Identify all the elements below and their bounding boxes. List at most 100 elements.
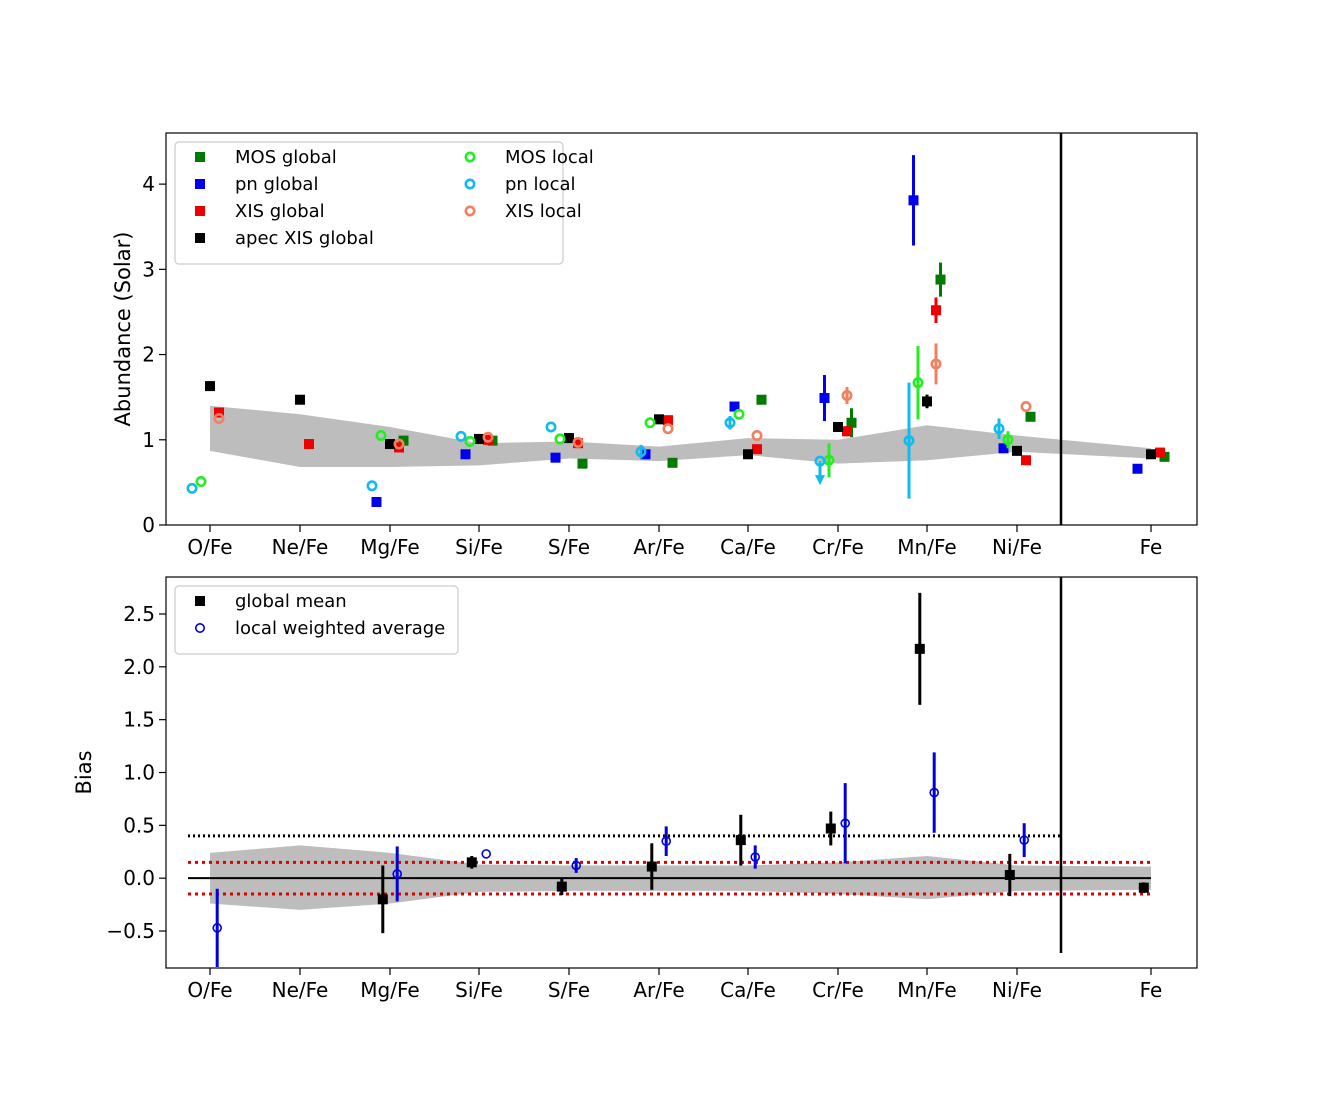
y-tick-label: 2.0	[123, 655, 155, 679]
point-mos-local-ar-fe	[644, 417, 656, 429]
x-tick-label-cr-fe: Cr/Fe	[812, 978, 864, 1002]
legend-marker-xis-local	[464, 205, 476, 217]
point-xis-global-ne-fe	[304, 439, 314, 450]
plot-frame	[165, 576, 1198, 969]
series-local-weighted-average	[212, 752, 1029, 967]
point-global-mean-s-fe	[556, 881, 567, 892]
x-tick-label-s-fe: S/Fe	[548, 535, 590, 559]
point-xis-global-s-fe	[573, 438, 583, 449]
legend-marker-pn-global	[195, 179, 205, 189]
point-mos-global-ar-fe	[667, 457, 678, 468]
point-xis-local-o-fe	[213, 412, 225, 424]
point-pn-local-cr-fe	[814, 455, 826, 467]
point-pn-local-ni-fe	[993, 423, 1005, 435]
y-tick-label: 2.5	[123, 602, 155, 626]
x-tick-label-mg-fe: Mg/Fe	[360, 978, 419, 1002]
x-tick-label-ca-fe: Ca/Fe	[720, 535, 776, 559]
point-global-mean-mn-fe	[914, 643, 925, 654]
point-mos-global-s-fe	[577, 458, 588, 469]
point-xis-global-o-fe	[214, 407, 224, 418]
y-tick-label: 2	[142, 343, 155, 367]
point-mos-local-mn-fe	[912, 377, 924, 389]
point-mos-local-ca-fe	[733, 408, 745, 420]
point-xis-local-ni-fe	[1020, 401, 1032, 413]
legend-label-pn-global: pn global	[235, 174, 318, 195]
y-tick-label: 3	[142, 257, 155, 281]
legend-label-pn-local: pn local	[505, 174, 576, 195]
y-tick-label: 1	[142, 428, 155, 452]
upper-limit-arrow-head	[815, 475, 825, 486]
y-tick-label: 0.5	[123, 813, 155, 837]
point-mos-local-ni-fe	[1002, 434, 1014, 446]
point-pn-global-si-fe	[460, 449, 471, 460]
legend-marker-mos-local	[464, 151, 476, 163]
x-tick-label-fe: Fe	[1140, 535, 1163, 559]
point-pn-global-mg-fe	[371, 496, 382, 507]
series-mos-global	[398, 262, 1170, 469]
point-apec-xis-global-cr-fe	[833, 422, 843, 432]
point-global-mean-ca-fe	[735, 835, 746, 846]
legend-box	[174, 585, 459, 655]
point-local-weighted-average-ca-fe	[750, 852, 761, 862]
point-local-weighted-average-ar-fe	[661, 836, 672, 846]
point-mos-global-mg-fe	[398, 435, 409, 446]
point-mos-local-o-fe	[195, 476, 207, 488]
x-tick-label-fe: Fe	[1140, 978, 1163, 1002]
point-apec-xis-global-ca-fe	[743, 449, 753, 460]
point-apec-xis-global-ne-fe	[295, 394, 305, 405]
point-local-weighted-average-o-fe	[212, 923, 222, 933]
point-xis-global-ni-fe	[1021, 455, 1031, 466]
point-global-mean-ni-fe	[1004, 870, 1015, 881]
point-global-mean-si-fe	[466, 857, 477, 868]
legend-marker-xis-global	[195, 206, 205, 216]
point-apec-xis-global-ar-fe	[654, 414, 664, 425]
point-xis-global-mn-fe	[931, 305, 941, 316]
point-local-weighted-average-cr-fe	[840, 818, 851, 829]
point-mos-global-ca-fe	[756, 394, 767, 405]
y-axis-label: Bias	[72, 750, 96, 794]
point-apec-xis-global-si-fe	[474, 433, 484, 444]
point-mos-local-mg-fe	[375, 430, 387, 442]
point-pn-local-mg-fe	[366, 480, 378, 492]
point-xis-local-ca-fe	[751, 430, 763, 442]
legend-marker-global-mean	[195, 596, 205, 606]
point-local-weighted-average-si-fe	[481, 849, 492, 859]
series-global-mean	[377, 592, 1149, 934]
point-xis-local-mn-fe	[930, 358, 942, 370]
point-xis-global-ca-fe	[752, 444, 762, 455]
x-tick-label-s-fe: S/Fe	[548, 978, 590, 1002]
y-axis-label: Abundance (Solar)	[111, 232, 135, 427]
legend-label-mos-local: MOS local	[505, 147, 594, 168]
point-mos-local-si-fe	[464, 435, 476, 447]
x-tick-label-mn-fe: Mn/Fe	[897, 978, 956, 1002]
series-mos-local	[195, 346, 1014, 488]
x-tick-label-o-fe: O/Fe	[187, 978, 232, 1002]
point-mos-local-s-fe	[554, 433, 566, 445]
point-mos-global-cr-fe	[846, 417, 857, 428]
point-pn-global-ca-fe	[729, 401, 740, 412]
point-xis-global-fe	[1155, 447, 1165, 458]
point-pn-global-s-fe	[550, 452, 561, 463]
x-tick-label-ar-fe: Ar/Fe	[633, 978, 684, 1002]
point-local-weighted-average-mn-fe	[929, 787, 940, 798]
series-pn-local	[186, 382, 1005, 499]
uncertainty-band	[210, 405, 1151, 468]
point-apec-xis-global-mg-fe	[385, 439, 395, 450]
point-pn-global-cr-fe	[819, 393, 830, 404]
series-xis-local	[213, 343, 1032, 450]
abundance-panel: 0 1 2 3 4 O/Fe Ne/Fe Mg/Fe Si/Fe S/Fe Ar/Fe Ca/Fe Cr…	[111, 132, 1198, 559]
point-xis-global-cr-fe	[842, 426, 852, 437]
legend-label-mos-global: MOS global	[235, 147, 337, 168]
point-xis-local-ar-fe	[662, 423, 674, 435]
x-tick-label-si-fe: Si/Fe	[455, 978, 503, 1002]
point-pn-local-mn-fe	[903, 435, 915, 447]
point-xis-local-s-fe	[572, 436, 584, 448]
point-pn-local-o-fe	[186, 482, 198, 494]
series-pn-global	[371, 155, 1143, 507]
point-pn-global-ni-fe	[998, 443, 1009, 454]
legend-label-global-mean: global mean	[235, 591, 347, 612]
x-tick-label-ni-fe: Ni/Fe	[992, 535, 1042, 559]
legend-marker-mos-global	[195, 152, 205, 162]
legend-label-apec-xis-global: apec XIS global	[235, 228, 374, 249]
